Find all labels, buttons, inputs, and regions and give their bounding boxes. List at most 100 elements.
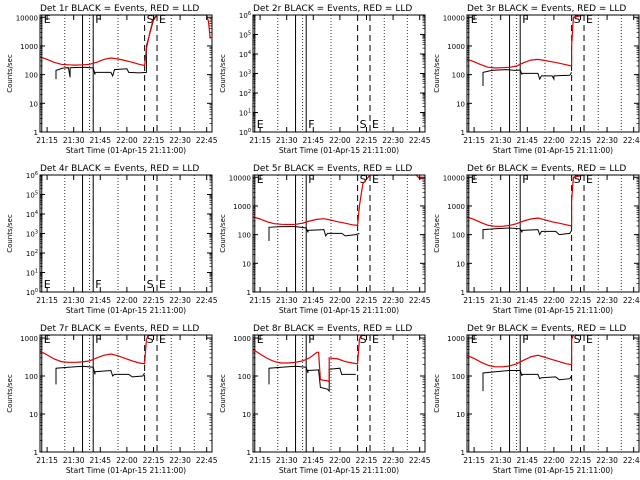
lld-series-line	[467, 335, 584, 368]
y-tick-label: 100	[452, 232, 465, 240]
marker-label: F	[308, 118, 314, 131]
x-tick-label: 22:00	[116, 136, 138, 145]
x-tick-label: 22:00	[543, 296, 565, 305]
x-tick-label: 22:30	[382, 136, 404, 145]
x-tick-label: 21:15	[36, 296, 58, 305]
y-tick-label: 1	[247, 289, 251, 297]
y-tick-label: 100	[25, 72, 38, 80]
x-tick-label: 22:30	[169, 136, 191, 145]
marker-label: F	[95, 278, 101, 291]
series-group	[253, 175, 424, 241]
y-tick-label: 1000	[20, 43, 38, 51]
y-tick-label: 1	[461, 449, 465, 457]
y-tick-label: 100	[452, 72, 465, 80]
y-tick-label: 106	[26, 171, 38, 180]
x-tick-label: 21:30	[490, 456, 512, 465]
panel-5: Det 5r BLACK = Events, RED = LLDEFSE1101…	[219, 164, 431, 315]
y-tick-label: 1000	[20, 335, 38, 343]
x-tick-label: 21:30	[490, 296, 512, 305]
x-tick-label: 21:15	[463, 456, 485, 465]
y-tick-label: 1	[247, 449, 251, 457]
y-tick-label: 103	[239, 70, 251, 79]
x-axis-label: Start Time (01-Apr-15 21:11:00)	[66, 466, 186, 475]
y-tick-label: 10	[456, 411, 465, 419]
marker-label: S	[574, 333, 581, 346]
x-tick-label: 22:30	[596, 136, 618, 145]
y-tick-label: 100	[238, 373, 251, 381]
x-tick-label: 22:15	[143, 136, 165, 145]
marker-label: E	[159, 278, 166, 291]
marker-label: F	[522, 173, 528, 186]
y-tick-label: 1000	[447, 203, 465, 211]
marker-label: S	[360, 173, 367, 186]
x-axis-label: Start Time (01-Apr-15 21:11:00)	[493, 306, 613, 315]
y-tick-label: 102	[239, 89, 251, 98]
x-tick-label: 22:15	[356, 296, 378, 305]
y-tick-label: 10000	[443, 14, 465, 22]
panel-title: Det 3r BLACK = Events, RED = LLD	[467, 4, 626, 14]
y-tick-label: 1000	[447, 335, 465, 343]
x-tick-label: 22:15	[570, 296, 592, 305]
x-tick-label: 22:00	[116, 456, 138, 465]
panel-6: Det 6r BLACK = Events, RED = LLDEFSE1101…	[433, 164, 640, 315]
marker-label: F	[95, 333, 101, 346]
y-tick-label: 104	[239, 50, 251, 59]
lld-series-line	[467, 175, 585, 227]
x-tick-label: 22:00	[543, 136, 565, 145]
x-tick-label: 21:30	[276, 296, 298, 305]
y-axis-label: Counts/sec	[433, 54, 441, 93]
panel-title: Det 5r BLACK = Events, RED = LLD	[253, 164, 412, 174]
plot-frame	[39, 14, 213, 133]
y-tick-label: 100	[452, 373, 465, 381]
marker-label: E	[372, 333, 379, 346]
x-tick-label: 22:00	[329, 456, 351, 465]
x-tick-label: 21:15	[463, 136, 485, 145]
marker-label: E	[257, 118, 264, 131]
events-series-line	[482, 370, 573, 392]
events-series-line	[268, 365, 356, 393]
series-group	[467, 15, 585, 86]
marker-label: S	[147, 333, 154, 346]
x-tick-label: 21:30	[63, 296, 85, 305]
panel-8: Det 8r BLACK = Events, RED = LLDEFSE1101…	[219, 324, 431, 475]
lld-series-line	[40, 15, 211, 67]
x-tick-label: 22:45	[409, 136, 431, 145]
panel-1: Det 1r BLACK = Events, RED = LLDEFSE1101…	[6, 4, 218, 155]
marker-label: S	[574, 13, 581, 26]
y-axis-label: Counts/sec	[433, 214, 441, 253]
x-tick-label: 21:30	[276, 136, 298, 145]
lld-series-line	[40, 335, 157, 365]
y-tick-label: 1000	[233, 335, 251, 343]
x-tick-label: 22:15	[570, 136, 592, 145]
x-axis-label: Start Time (01-Apr-15 21:11:00)	[279, 466, 399, 475]
events-series-line	[482, 227, 573, 240]
panel-title: Det 9r BLACK = Events, RED = LLD	[467, 324, 626, 334]
x-tick-label: 22:30	[169, 296, 191, 305]
x-tick-label: 21:15	[36, 136, 58, 145]
x-tick-label: 21:15	[249, 296, 271, 305]
events-series-line	[55, 15, 158, 80]
x-axis-label: Start Time (01-Apr-15 21:11:00)	[279, 146, 399, 155]
x-tick-label: 22:30	[382, 296, 404, 305]
x-tick-label: 22:45	[623, 136, 640, 145]
y-tick-label: 10	[29, 411, 38, 419]
x-tick-label: 22:00	[543, 456, 565, 465]
y-tick-label: 10	[456, 260, 465, 268]
x-tick-label: 21:45	[302, 296, 324, 305]
plot-frame	[39, 174, 213, 293]
y-tick-label: 10	[242, 260, 251, 268]
plot-frame	[252, 174, 426, 293]
x-tick-label: 22:15	[356, 456, 378, 465]
marker-label: E	[586, 13, 593, 26]
x-tick-label: 21:30	[490, 136, 512, 145]
x-tick-label: 22:15	[143, 296, 165, 305]
y-axis-label: Counts/sec	[433, 374, 441, 413]
marker-label: F	[522, 333, 528, 346]
panel-title: Det 1r BLACK = Events, RED = LLD	[40, 4, 199, 14]
marker-label: E	[372, 118, 379, 131]
marker-label: E	[159, 13, 166, 26]
y-tick-label: 1000	[233, 203, 251, 211]
x-tick-label: 21:15	[249, 136, 271, 145]
